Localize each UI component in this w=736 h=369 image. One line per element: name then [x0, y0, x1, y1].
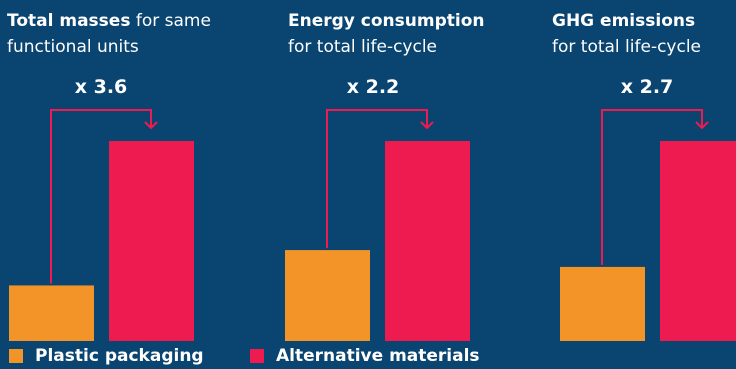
legend-label-plastic: Plastic packaging [35, 346, 204, 366]
panel-1-multiplier-label: x 3.6 [74, 76, 128, 98]
legend-item-alternative-materials: Alternative materials [250, 343, 480, 369]
panel-3-multiplier-label: x 2.7 [620, 76, 674, 98]
panel-1-bar-plastic [9, 285, 94, 341]
panel-2-multiplier-label: x 2.2 [346, 76, 400, 98]
panel-3-arrow-head-icon [695, 121, 709, 130]
panel-3-title-line2: for total life-cycle [552, 37, 702, 57]
panel-2-bar-plastic [285, 250, 370, 341]
legend-swatch-plastic [9, 349, 23, 363]
legend-swatch-alternative [250, 349, 264, 363]
panel-3-bar-plastic [560, 266, 645, 341]
panel-3-title: GHG emissions for total life-cycle [552, 8, 701, 60]
panel-2-arrow-head-icon [420, 121, 434, 130]
panel-3-title-bold: GHG emissions [552, 11, 696, 31]
panel-2-title-bold: Energy consumption [288, 11, 485, 31]
panel-1-title-line2: functional units [7, 37, 139, 57]
panel-1-title: Total masses for same functional units [7, 8, 211, 60]
panel-1-arrow-head-icon [144, 121, 158, 130]
panel-1-title-rest: for same [130, 11, 211, 31]
panel-2-title: Energy consumption for total life-cycle [288, 8, 485, 60]
panel-1-title-bold: Total masses [7, 11, 131, 31]
legend-item-plastic-packaging: Plastic packaging [9, 343, 204, 369]
legend-label-alternative: Alternative materials [276, 346, 480, 366]
panel-3-bar-alternative [660, 141, 736, 341]
panel-2-bar-alternative [385, 141, 470, 341]
panel-1-bar-alternative [109, 141, 194, 341]
panel-3-connector-line [601, 109, 703, 265]
panel-1-connector-line [50, 109, 152, 284]
panel-2-title-line2: for total life-cycle [288, 37, 438, 57]
panel-2-connector-line [326, 109, 428, 249]
